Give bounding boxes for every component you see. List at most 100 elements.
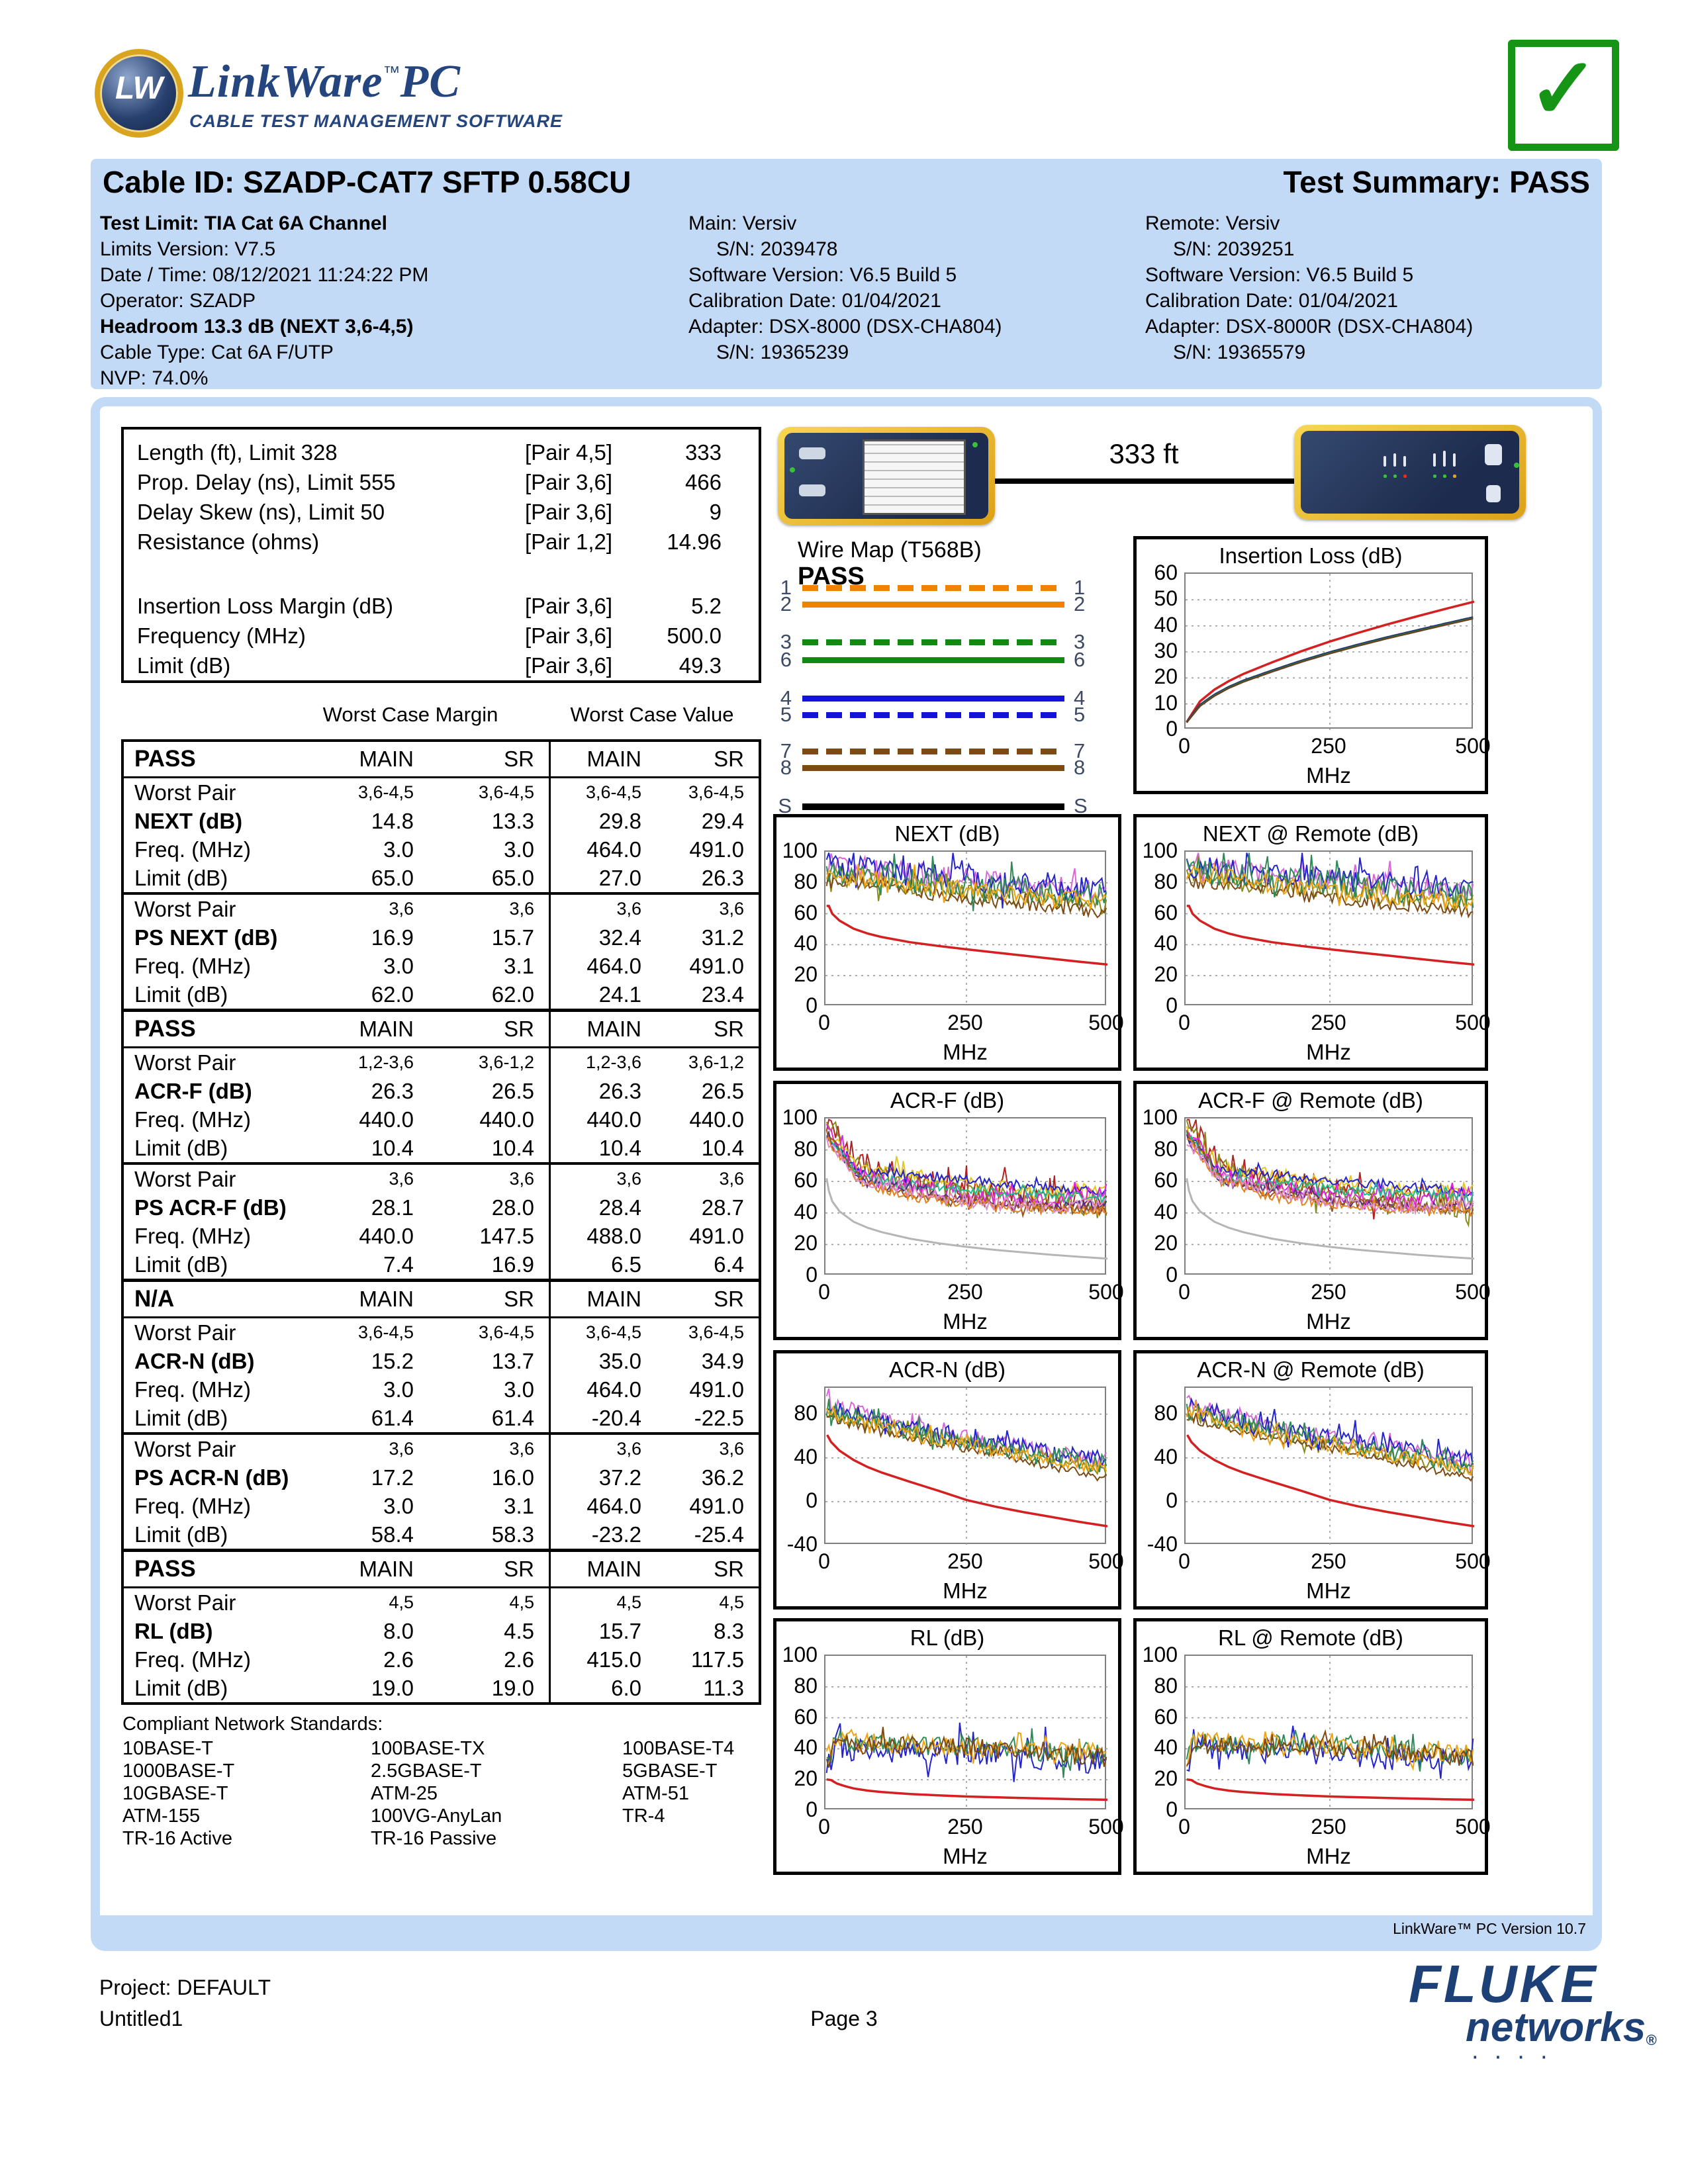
column-header: MAIN (549, 1012, 656, 1046)
summary-pair: [Pair 3,6] (525, 623, 613, 648)
result-value: 3,6-4,5 (357, 1322, 414, 1342)
wiremap-pin-right: 8 (1074, 756, 1086, 779)
standards-row: 1000BASE-T 2.5GBASE-T 5GBASE-T (122, 1760, 761, 1782)
column-header: MAIN (359, 1557, 414, 1581)
chart-acrf: ACR-F (dB) 0 20 40 60 80 100 0 250 500 MHz (773, 1081, 1124, 1340)
y-axis-tick: 0 (1166, 1488, 1178, 1512)
chart-canvas (1186, 1388, 1475, 1545)
chart-trace (825, 873, 1107, 919)
wiremap-pin-left: 1 (780, 576, 792, 599)
result-value: 32.4 (549, 923, 656, 952)
y-axis-tick: 10 (1154, 690, 1178, 715)
result-value: 3,6 (549, 1165, 656, 1193)
chart-trace (1186, 852, 1474, 901)
summary-value: 333 (684, 440, 722, 465)
result-value: 11.3 (703, 1676, 744, 1700)
x-axis-label: MHz (1306, 1578, 1351, 1603)
result-row: Freq. (MHz) 3.0 3.0 464.0 491.0 (124, 1375, 759, 1404)
result-value: 3,6-4,5 (357, 782, 414, 802)
summary-row: Insertion Loss Margin (dB) [Pair 3,6] 5.2 (124, 591, 759, 621)
result-value: 3,6-4,5 (478, 782, 534, 802)
chart-title: ACR-N @ Remote (dB) (1197, 1357, 1425, 1382)
y-axis-tick: 60 (794, 900, 818, 925)
result-block-rl: PASS MAIN SR MAIN SR Worst Pair 4,5 4,5 4,5 4,5 RL… (121, 1549, 761, 1705)
result-value: 2.6 (504, 1647, 534, 1672)
wiremap-pin-left: 6 (780, 648, 792, 671)
standards-item: 100BASE-T4 (622, 1738, 735, 1759)
chart-trace (826, 867, 1107, 915)
standards-item: 2.5GBASE-T (371, 1760, 482, 1782)
chart-next-remote: NEXT @ Remote (dB) 0 20 40 60 80 100 0 250 500 MHz (1133, 814, 1491, 1071)
result-row: RL (dB) 8.0 4.5 15.7 8.3 (124, 1617, 759, 1645)
result-block-acrf: PASS MAIN SR MAIN SR Worst Pair 1,2-3,6 3,6-1,2… (121, 1009, 761, 1281)
chart-acrn-remote: ACR-N @ Remote (dB) -40 0 40 80 0 250 500 MHz (1133, 1350, 1491, 1610)
result-section: Worst Pair 3,6 3,6 3,6 3,6 PS ACR-N (dB) 17.2 1… (124, 1432, 759, 1549)
y-axis-tick: 80 (1154, 1400, 1178, 1425)
result-row: Worst Pair 3,6-4,5 3,6-4,5 3,6-4,5 3,6-4,5 (124, 1318, 759, 1347)
chart-trace (1186, 600, 1475, 723)
column-header: MAIN (359, 1287, 414, 1311)
result-value: 29.8 (549, 807, 656, 835)
chart-insertion-loss: Insertion Loss (dB) 0 10 20 30 40 50 60 0 250 500 M… (1133, 536, 1491, 794)
result-value: 26.5 (701, 1079, 744, 1103)
result-row-label: Worst Pair (134, 1437, 236, 1461)
result-value: 15.2 (371, 1349, 414, 1373)
header-info-row: Date / Time: 08/12/2021 11:24:22 PM (100, 264, 429, 286)
logo-subtitle: CABLE TEST MANAGEMENT SOFTWARE (189, 111, 563, 131)
column-header: SR (714, 1287, 744, 1311)
column-header: MAIN (549, 742, 656, 776)
result-value: 3.0 (383, 1377, 414, 1402)
result-value: 13.3 (491, 809, 534, 833)
result-value: 3.0 (383, 1494, 414, 1518)
summary-pair: [Pair 4,5] (525, 440, 613, 465)
result-value: 3,6 (389, 1439, 414, 1459)
result-value: 3,6 (719, 1439, 744, 1459)
standards-item: 1000BASE-T (122, 1760, 235, 1782)
result-row: NEXT (dB) 14.8 13.3 29.8 29.4 (124, 807, 759, 835)
result-row-label: Limit (dB) (134, 1522, 228, 1547)
result-value: 8.0 (383, 1619, 414, 1643)
result-row: Worst Pair 3,6 3,6 3,6 3,6 (124, 1435, 759, 1463)
indicator-led (1453, 475, 1456, 478)
result-value: 28.0 (491, 1195, 534, 1220)
result-section: Worst Pair 4,5 4,5 4,5 4,5 RL (dB) 8.0 4.5 15.7 8… (124, 1588, 759, 1702)
remote-tester-device (1294, 425, 1526, 520)
linkware-badge-icon: LW (95, 49, 183, 138)
y-axis-tick: 80 (794, 1136, 818, 1161)
tester-button (799, 484, 825, 496)
wiremap-pin-right: 7 (1074, 739, 1086, 762)
y-axis-tick: 80 (1154, 869, 1178, 893)
status-led (1514, 463, 1519, 468)
y-axis-tick: 50 (1154, 586, 1178, 611)
wiremap-pin-left: 2 (780, 592, 792, 615)
x-axis-tick: 0 (818, 1280, 830, 1304)
column-header: SR (504, 1017, 534, 1041)
result-row-label: Limit (dB) (134, 1676, 228, 1700)
result-row: Worst Pair 1,2-3,6 3,6-1,2 1,2-3,6 3,6-1,2 (124, 1048, 759, 1077)
result-section: Worst Pair 1,2-3,6 3,6-1,2 1,2-3,6 3,6-1,2 AC… (124, 1048, 759, 1162)
result-row-label: PS NEXT (dB) (134, 925, 278, 950)
trademark-symbol: ™ (383, 62, 400, 82)
chart-trace (1186, 1729, 1474, 1766)
result-value: 3,6-1,2 (478, 1052, 534, 1072)
result-row: Limit (dB) 62.0 62.0 24.1 23.4 (124, 980, 759, 1009)
result-row-label: Worst Pair (134, 1590, 236, 1615)
chart-trace (1186, 1400, 1474, 1476)
y-axis-tick: 40 (1154, 612, 1178, 637)
indicator-led (1383, 475, 1387, 478)
summary-label: Insertion Loss Margin (dB) (137, 594, 393, 618)
y-axis-tick: 20 (1154, 962, 1178, 987)
result-value: 62.0 (491, 982, 534, 1007)
result-value: 3.0 (504, 837, 534, 862)
wiremap-pin-right: 3 (1074, 630, 1086, 653)
result-value: 3,6 (389, 1169, 414, 1189)
result-value: 3,6-4,5 (549, 1318, 656, 1347)
result-block-header: PASS MAIN SR MAIN SR (124, 742, 759, 778)
y-axis-tick: 0 (806, 1797, 818, 1821)
indicator-led (1403, 475, 1407, 478)
chart-trace (825, 864, 1107, 910)
y-axis-tick: -40 (1147, 1532, 1178, 1556)
x-axis-tick: 250 (1311, 1280, 1346, 1304)
result-value: 3,6-4,5 (478, 1322, 534, 1342)
result-value: 3.1 (504, 954, 534, 978)
